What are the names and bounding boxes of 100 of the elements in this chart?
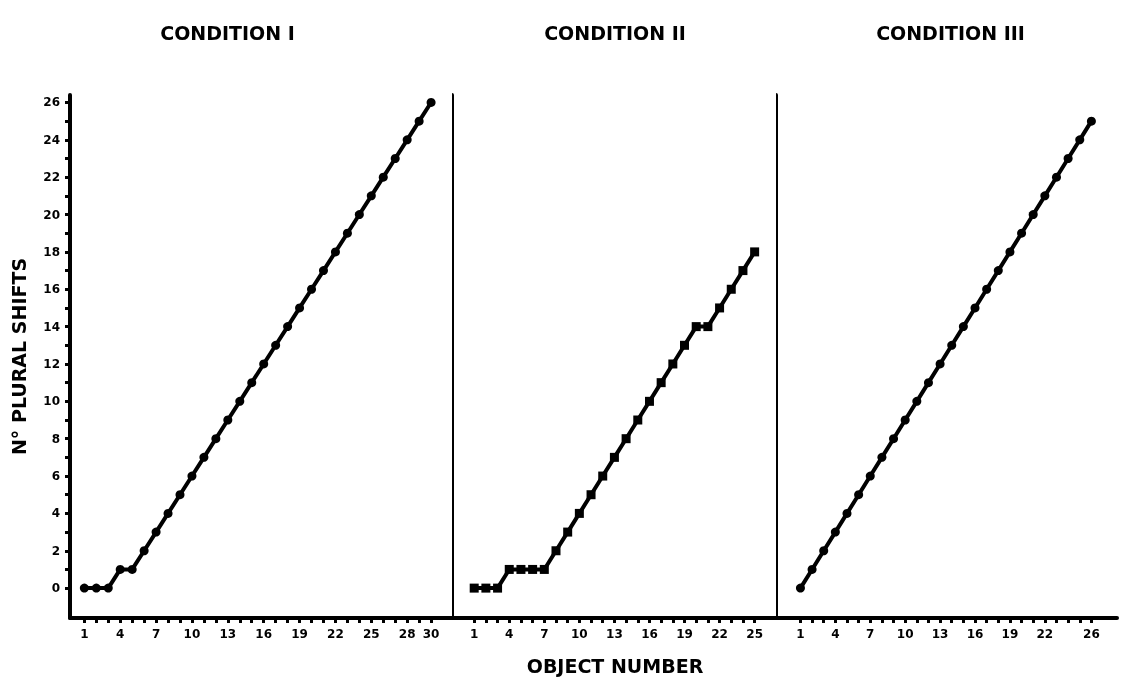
point: [528, 564, 538, 574]
point: [668, 359, 678, 369]
x-tick-label: 10: [183, 627, 201, 641]
point: [163, 508, 173, 518]
point: [235, 396, 245, 406]
point: [947, 340, 957, 350]
x-tick-label: 28: [398, 627, 416, 641]
point: [283, 322, 293, 332]
point: [900, 415, 910, 425]
x-tick-label: 13: [606, 627, 623, 641]
x-tick-label: 1: [470, 627, 479, 641]
point: [1086, 116, 1096, 126]
y-tick-label: 6: [51, 469, 60, 484]
point: [795, 583, 805, 593]
x-tick-label: 26: [1083, 627, 1100, 641]
point: [271, 340, 281, 350]
x-tick-label: 7: [540, 627, 549, 641]
point: [865, 471, 875, 481]
x-tick-label: 1: [796, 627, 805, 641]
point: [982, 284, 992, 294]
point: [691, 322, 701, 332]
point: [366, 191, 376, 201]
point: [211, 434, 221, 444]
y-tick-label: 26: [43, 95, 60, 110]
point: [390, 154, 400, 163]
point: [151, 527, 161, 537]
x-tick-label: 10: [571, 627, 588, 641]
y-tick-label: 20: [43, 207, 60, 222]
y-tick-label: 22: [43, 170, 60, 185]
point: [247, 378, 257, 388]
x-tick-label: 30: [422, 627, 440, 641]
point: [633, 415, 643, 425]
point: [912, 396, 922, 406]
point: [139, 546, 149, 556]
point: [103, 583, 113, 593]
point: [958, 322, 968, 332]
point: [842, 508, 852, 518]
y-tick-label: 2: [51, 543, 60, 558]
y-tick-label: 14: [43, 319, 60, 334]
y-tick-label: 24: [43, 132, 60, 147]
point: [574, 508, 584, 518]
y-tick-label: 10: [43, 394, 60, 409]
point: [259, 359, 269, 369]
x-tick-label: 4: [505, 627, 514, 641]
x-tick-label: 25: [746, 627, 763, 641]
point: [318, 266, 328, 276]
x-tick-label: 7: [866, 627, 875, 641]
y-tick-label: 0: [51, 581, 60, 596]
point: [516, 564, 526, 574]
x-tick-label: 4: [831, 627, 840, 641]
point: [889, 434, 899, 444]
point: [1040, 191, 1050, 201]
point: [807, 564, 817, 574]
point: [223, 415, 233, 425]
point: [1005, 247, 1015, 257]
x-tick-label: 16: [255, 627, 273, 641]
point: [115, 564, 125, 574]
point: [750, 247, 760, 257]
x-tick-label: 22: [711, 627, 728, 641]
point: [199, 452, 209, 462]
x-tick-label: 13: [931, 627, 949, 641]
x-tick-label: 16: [966, 627, 984, 641]
point: [970, 303, 980, 313]
chart-title: CONDITION III: [876, 21, 1025, 44]
y-axis-title: N° PLURAL SHIFTS: [7, 257, 30, 456]
y-tick-label: 4: [51, 506, 60, 521]
point: [354, 210, 364, 220]
point: [402, 135, 412, 145]
point: [935, 359, 945, 369]
x-tick-label: 7: [151, 627, 161, 641]
point: [1051, 172, 1061, 182]
point: [819, 546, 829, 556]
point: [175, 490, 185, 500]
point: [877, 452, 887, 462]
point: [551, 546, 561, 556]
point: [295, 303, 305, 313]
point: [598, 471, 608, 481]
x-tick-label: 22: [327, 627, 344, 641]
y-tick-label: 18: [43, 244, 60, 259]
point: [621, 434, 631, 444]
x-tick-label: 10: [896, 627, 914, 641]
point: [609, 452, 619, 462]
point: [738, 266, 748, 276]
point: [91, 583, 101, 593]
point: [563, 527, 573, 537]
point: [79, 583, 89, 593]
point: [586, 490, 596, 500]
x-tick-label: 19: [291, 627, 308, 641]
point: [307, 284, 317, 294]
point: [854, 490, 864, 500]
x-axis-title: OBJECT NUMBER: [526, 654, 704, 677]
x-tick-label: 1: [80, 627, 89, 641]
x-tick-label: 13: [219, 627, 237, 641]
point: [481, 583, 491, 593]
y-tick-label: 16: [43, 282, 60, 297]
x-tick-label: 25: [362, 627, 380, 641]
point: [426, 97, 436, 107]
point: [644, 396, 654, 406]
x-tick-label: 22: [1036, 627, 1054, 641]
point: [680, 340, 690, 350]
